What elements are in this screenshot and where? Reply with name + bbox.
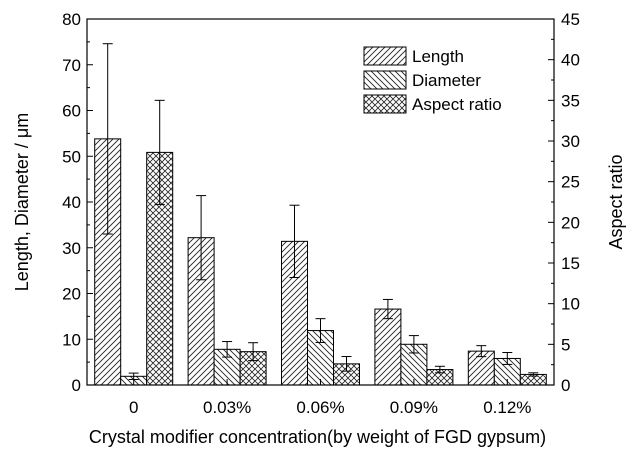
error-bars-group bbox=[102, 43, 539, 381]
y-axis-label: Length, Diameter / μm bbox=[12, 113, 32, 291]
right-tick-label: 10 bbox=[561, 295, 580, 314]
left-tick-label: 80 bbox=[62, 10, 81, 29]
x-tick-label: 0.06% bbox=[296, 398, 344, 417]
x-tick-label: 0.09% bbox=[390, 398, 438, 417]
right-tick-label: 0 bbox=[561, 376, 570, 395]
left-tick-label: 70 bbox=[62, 56, 81, 75]
error-bar-diameter-4 bbox=[502, 352, 513, 365]
right-tick-label: 20 bbox=[561, 213, 580, 232]
error-bar-aspect-ratio-3 bbox=[434, 365, 445, 374]
left-tick-label: 20 bbox=[62, 285, 81, 304]
error-bar-length-0 bbox=[102, 43, 113, 235]
error-bar-aspect-ratio-1 bbox=[248, 342, 259, 362]
error-bar-diameter-1 bbox=[222, 341, 233, 358]
right-tick-label: 25 bbox=[561, 173, 580, 192]
left-tick-label: 0 bbox=[72, 376, 81, 395]
right-tick-label: 15 bbox=[561, 254, 580, 273]
y2-axis-label: Aspect ratio bbox=[606, 154, 626, 249]
error-bar-aspect-ratio-4 bbox=[528, 372, 539, 377]
legend: Length Diameter Aspect ratio bbox=[363, 46, 502, 114]
x-tick-label: 0 bbox=[129, 398, 138, 417]
right-axis-ticks: 0 5 10 15 20 25 30 35 40 45 bbox=[548, 10, 580, 395]
legend-item-aspect-ratio: Aspect ratio bbox=[363, 94, 502, 114]
x-axis-ticks: 0 0.03% 0.06% 0.09% 0.12% bbox=[129, 379, 531, 417]
bar-length-3 bbox=[374, 308, 402, 386]
error-bar-diameter-2 bbox=[315, 318, 326, 343]
legend-swatch bbox=[363, 46, 407, 66]
legend-label: Diameter bbox=[412, 71, 481, 90]
error-bar-length-2 bbox=[289, 204, 300, 278]
legend-label: Length bbox=[412, 47, 464, 66]
error-bar-diameter-3 bbox=[408, 335, 419, 354]
left-tick-label: 30 bbox=[62, 239, 81, 258]
right-tick-label: 40 bbox=[561, 51, 580, 70]
error-bar-length-1 bbox=[196, 195, 207, 281]
right-tick-label: 30 bbox=[561, 132, 580, 151]
legend-item-diameter: Diameter bbox=[363, 70, 481, 90]
x-axis-label: Crystal modifier concentration(by weight… bbox=[89, 427, 546, 447]
bars-group bbox=[94, 138, 547, 386]
right-tick-label: 35 bbox=[561, 91, 580, 110]
legend-swatch bbox=[363, 94, 407, 114]
right-tick-label: 5 bbox=[561, 335, 570, 354]
legend-label: Aspect ratio bbox=[412, 95, 502, 114]
right-tick-label: 45 bbox=[561, 10, 580, 29]
error-bar-aspect-ratio-2 bbox=[341, 356, 352, 372]
x-tick-label: 0.12% bbox=[483, 398, 531, 417]
legend-swatch bbox=[363, 70, 407, 90]
left-axis-ticks: 0 10 20 30 40 50 60 70 80 bbox=[62, 10, 93, 395]
error-bar-length-4 bbox=[476, 345, 487, 358]
error-bar-aspect-ratio-0 bbox=[154, 99, 165, 205]
left-tick-label: 50 bbox=[62, 147, 81, 166]
left-tick-label: 60 bbox=[62, 102, 81, 121]
legend-item-length: Length bbox=[363, 46, 464, 66]
error-bar-length-3 bbox=[382, 298, 393, 320]
left-tick-label: 40 bbox=[62, 193, 81, 212]
x-tick-label: 0.03% bbox=[203, 398, 251, 417]
left-tick-label: 10 bbox=[62, 330, 81, 349]
